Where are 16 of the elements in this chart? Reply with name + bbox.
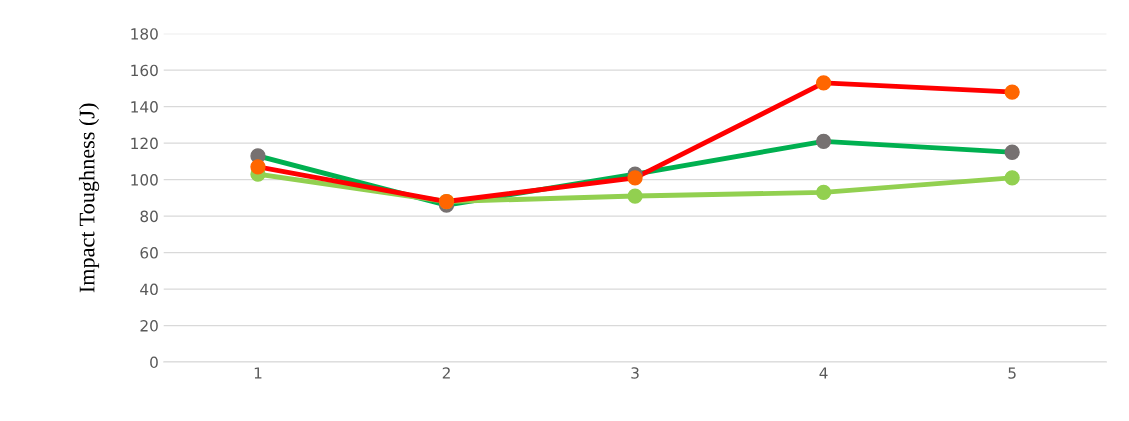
y-tick-label: 0 [150,356,158,369]
y-axis-title: Impact Toughness (J) [78,103,100,293]
x-tick-label: 5 [1008,367,1016,379]
y-tick-label: 120 [131,137,158,150]
y-tick-label: 160 [131,64,158,77]
x-tick-label: 1 [254,367,262,379]
x-tick-label: 4 [819,367,828,379]
y-tick-label: 40 [140,283,158,296]
x-tick-label: 3 [631,367,639,379]
x-tick-label: 2 [442,367,450,379]
y-tick-label: 100 [131,174,158,186]
y-tick-label: 80 [140,210,158,223]
y-tick-label: 20 [140,320,158,332]
y-tick-label: 140 [131,101,158,113]
y-tick-label: 180 [131,28,158,40]
y-tick-label: 60 [140,247,158,259]
